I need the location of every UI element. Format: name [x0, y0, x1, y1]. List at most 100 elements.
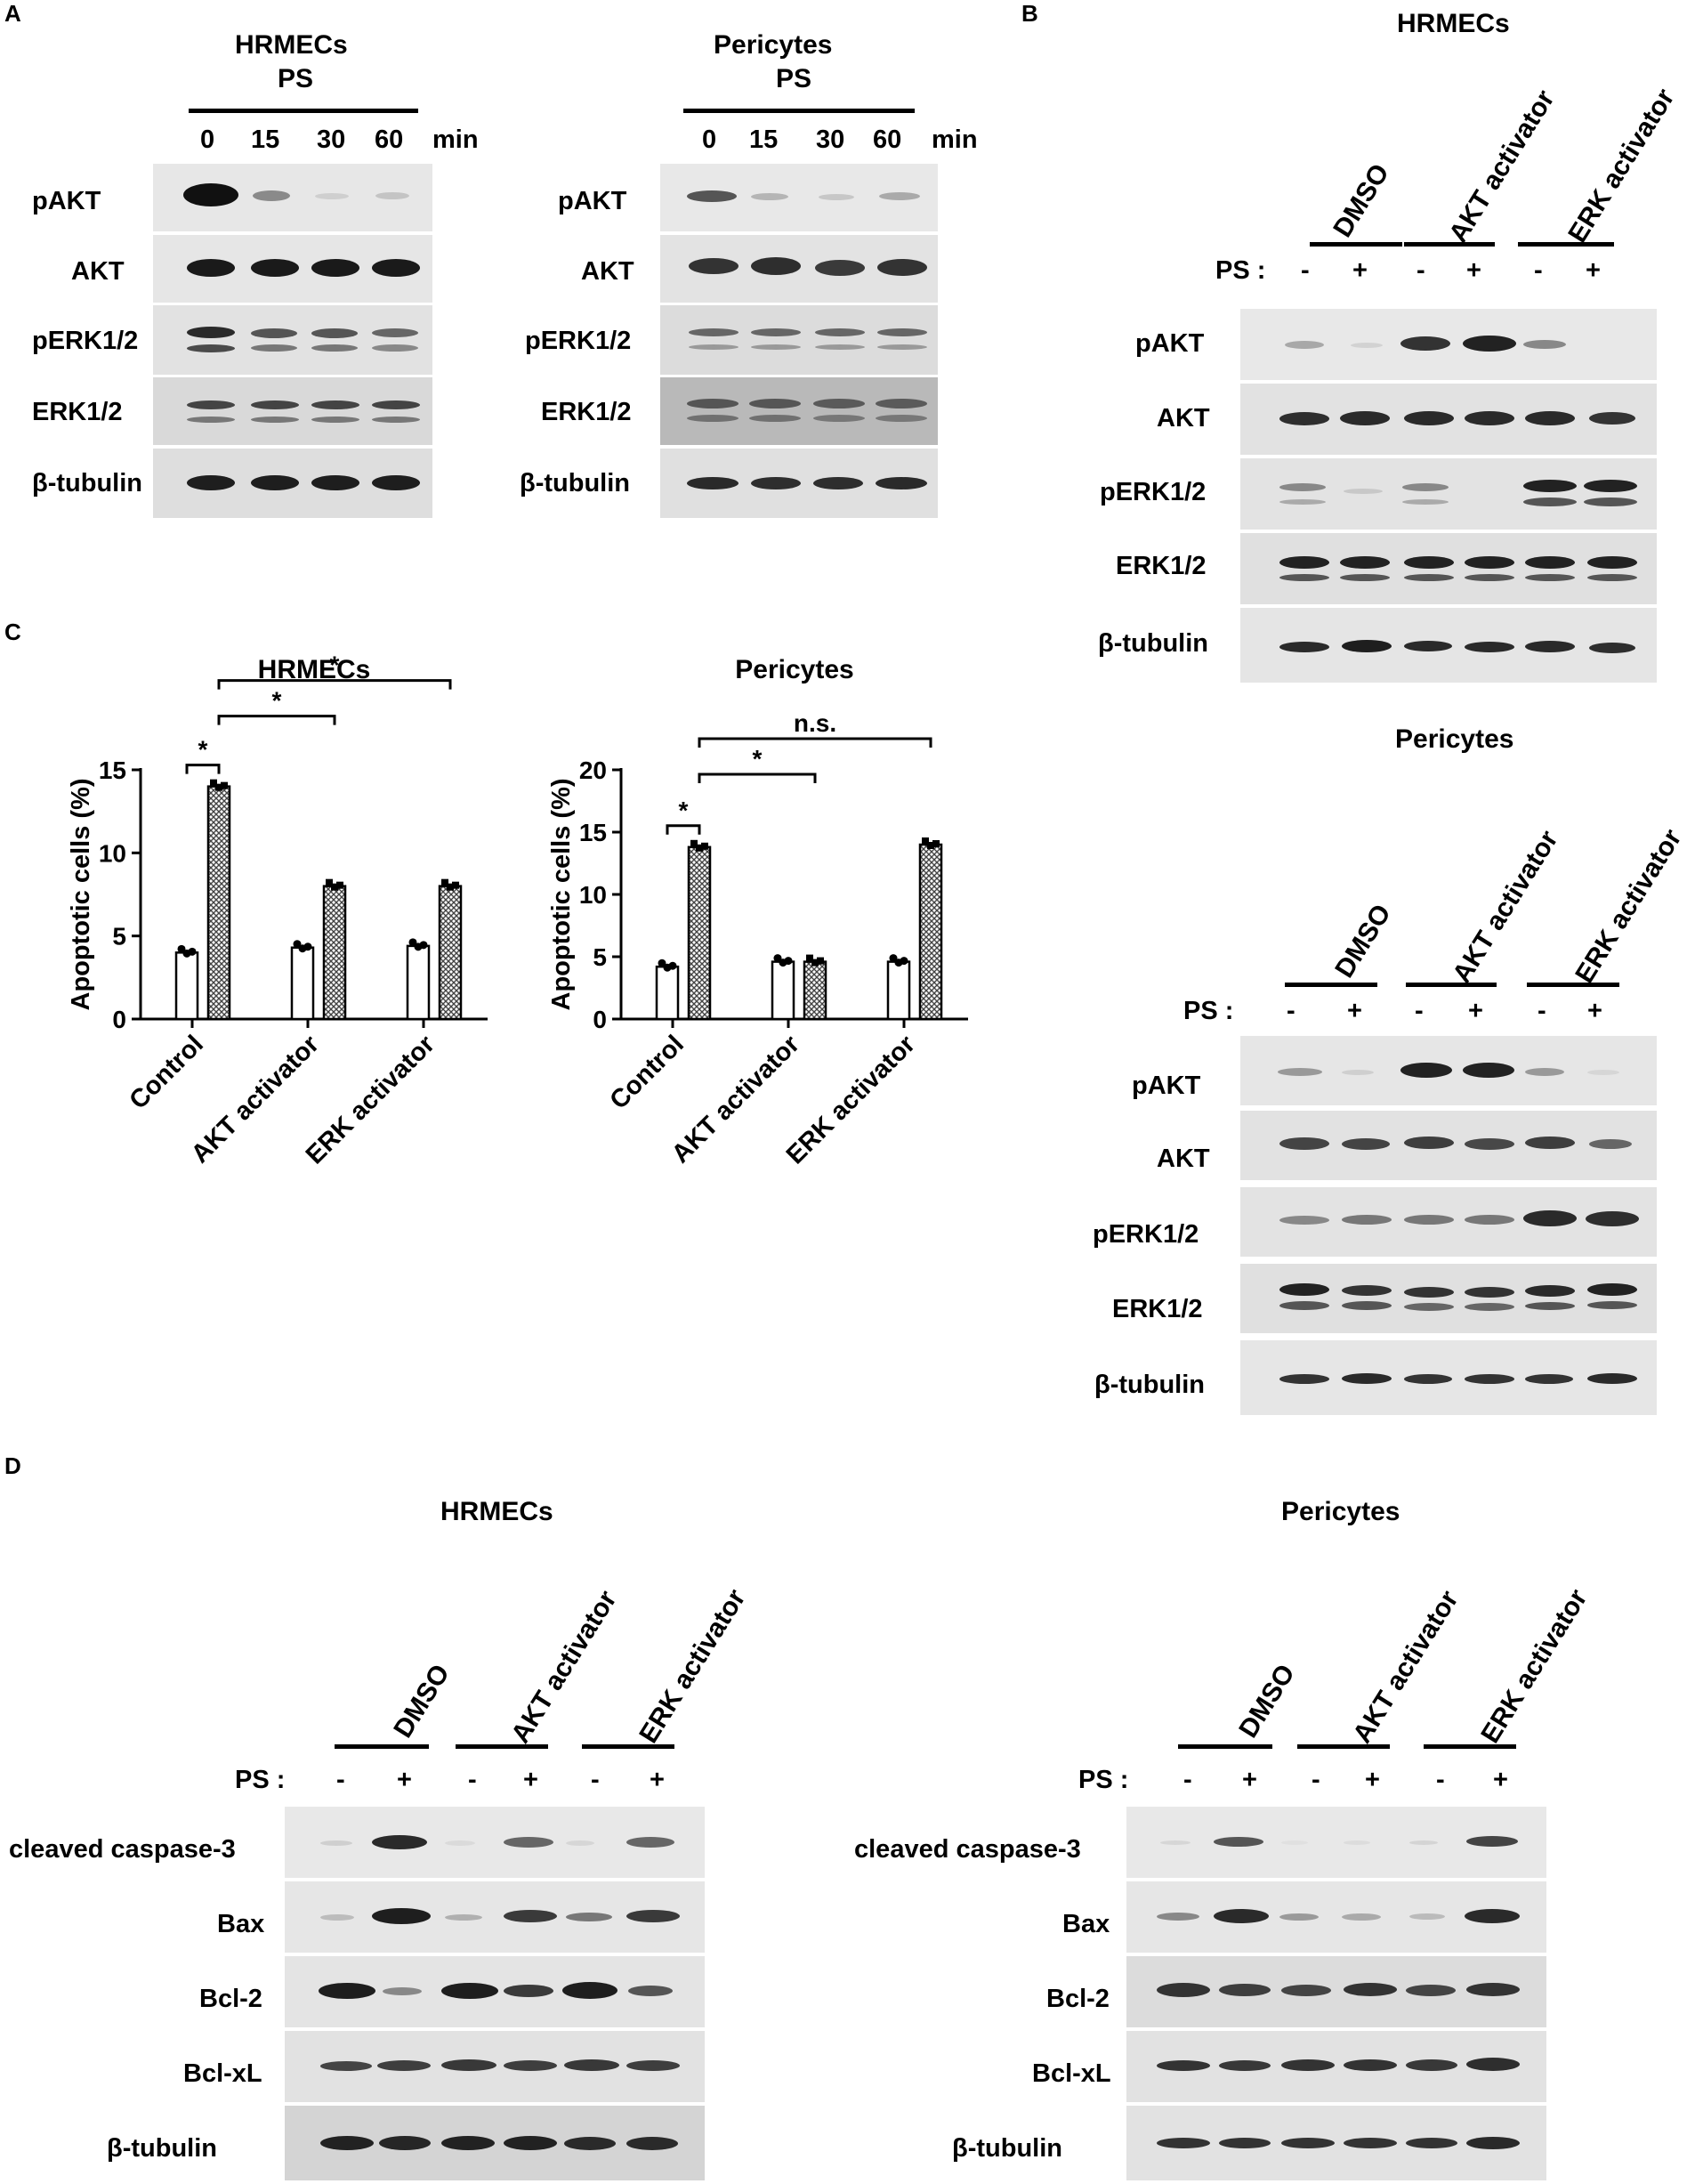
bar-ps [803, 960, 827, 1021]
blot-strip [1240, 1111, 1657, 1180]
bar-ps [322, 885, 347, 1021]
row-label: Bcl-xL [1032, 2059, 1111, 2088]
data-point [658, 959, 666, 967]
data-point [303, 942, 312, 951]
data-point [932, 840, 940, 847]
minus-sign: - [591, 1766, 600, 1794]
blot-strip [153, 164, 432, 231]
blot-strip [1240, 1264, 1657, 1333]
data-point [441, 878, 448, 886]
panel-label-a: A [4, 0, 21, 27]
y-axis-label: Apoptotic cells (%) [67, 778, 95, 1010]
y-tick-label: 0 [112, 1006, 126, 1033]
blot-strip [1126, 1807, 1546, 1878]
y-tick-label: 15 [579, 819, 607, 846]
row-label: Bax [1062, 1910, 1110, 1938]
data-point [408, 938, 417, 947]
group-label: DMSO [388, 1659, 456, 1743]
data-point [784, 957, 793, 966]
data-point [326, 878, 333, 886]
x-tick-label: Control [124, 1030, 209, 1115]
chart-title: Pericytes [735, 655, 853, 684]
data-point [210, 779, 217, 787]
panel-d-right-title: Pericytes [1281, 1497, 1400, 1526]
timepoint: 30 [816, 125, 845, 154]
y-tick-label: 5 [112, 923, 126, 950]
row-label: ERK1/2 [1116, 552, 1207, 580]
group-label: AKT activator [1447, 825, 1564, 989]
data-point [452, 881, 459, 889]
blot-strip [153, 305, 432, 375]
significance-bracket [666, 824, 701, 835]
plus-sign: + [1466, 256, 1481, 285]
data-point [811, 959, 819, 967]
row-label: cleaved caspase-3 [854, 1835, 1081, 1864]
bar-ps [918, 843, 943, 1021]
timepoint: 30 [317, 125, 346, 154]
data-point [696, 844, 703, 852]
blot-strip [153, 235, 432, 303]
group-label: DMSO [1329, 899, 1397, 983]
minus-sign: - [1415, 997, 1424, 1025]
group-label: DMSO [1233, 1659, 1301, 1743]
blot-strip [660, 164, 938, 231]
row-label: pERK1/2 [1093, 1220, 1199, 1249]
data-point [900, 957, 908, 966]
data-point [419, 941, 428, 950]
panel-a-left-subtitle: PS [278, 64, 314, 93]
data-point [690, 839, 698, 847]
bar-con [290, 946, 315, 1021]
blot-strip [285, 2031, 705, 2102]
panel-label-b: B [1021, 0, 1038, 27]
group-label: ERK activator [1570, 824, 1688, 989]
minus-sign: - [468, 1766, 477, 1794]
group-label: ERK activator [1562, 84, 1681, 248]
bar-ps [687, 845, 712, 1021]
plus-sign: + [1587, 997, 1602, 1025]
minus-sign: - [1312, 1766, 1320, 1794]
group-label: AKT activator [505, 1585, 623, 1749]
plus-sign: + [1493, 1766, 1508, 1794]
bar-con [771, 960, 795, 1021]
row-label: ERK1/2 [1112, 1295, 1203, 1323]
minus-sign: - [1534, 256, 1543, 285]
data-point [177, 944, 186, 953]
blot-strip [1240, 1187, 1657, 1257]
timepoint: 0 [200, 125, 215, 154]
treatment-prefix: PS : [235, 1766, 286, 1794]
panel-a-right-title: Pericytes [714, 30, 833, 60]
significance-label: * [198, 736, 208, 764]
panel-label-c: C [4, 619, 21, 645]
panel-d-left-title: HRMECs [440, 1497, 553, 1526]
row-label: β-tubulin [1098, 629, 1208, 658]
blot-strip [1240, 309, 1657, 380]
row-label: pERK1/2 [32, 327, 139, 355]
minus-sign: - [1183, 1766, 1192, 1794]
blot-strip [285, 1881, 705, 1953]
row-label: Bcl-2 [199, 1985, 262, 2013]
y-axis-label: Apoptotic cells (%) [547, 778, 576, 1010]
group-label: ERK activator [634, 1584, 752, 1749]
timepoint: 60 [375, 125, 404, 154]
significance-bracket [698, 772, 817, 783]
row-label: AKT [71, 257, 125, 286]
plus-sign: + [1347, 997, 1362, 1025]
data-point [889, 954, 898, 963]
bar-con [174, 951, 199, 1021]
x-tick-label: Control [604, 1030, 690, 1115]
data-point [215, 783, 222, 791]
data-point [336, 881, 343, 889]
blot-strip [1126, 1956, 1546, 2027]
significance-label: * [753, 745, 763, 772]
timepoint: 0 [702, 125, 717, 154]
row-label: pERK1/2 [525, 327, 632, 355]
data-point [221, 781, 228, 789]
bar-con [406, 944, 431, 1021]
blot-strip [1240, 533, 1657, 604]
plus-sign: + [650, 1766, 665, 1794]
blot-strip [1126, 2031, 1546, 2102]
bar-ps [206, 785, 231, 1021]
row-label: Bax [217, 1910, 265, 1938]
plus-sign: + [1352, 256, 1368, 285]
